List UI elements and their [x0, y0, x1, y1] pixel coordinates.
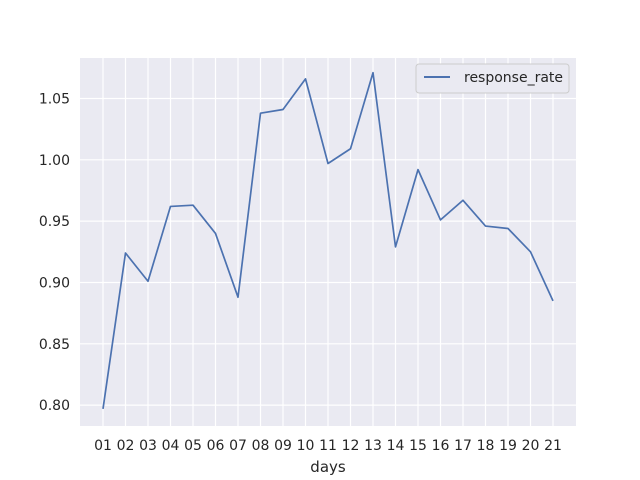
x-tick-label: 12: [342, 438, 360, 454]
x-tick-label: 14: [387, 438, 405, 454]
x-tick-label: 19: [499, 438, 517, 454]
x-tick-label: 20: [522, 438, 540, 454]
series-layer: [102, 71, 554, 409]
y-tick-label: 0.80: [39, 398, 70, 414]
y-tick-label: 0.95: [39, 214, 70, 230]
x-tick-label: 02: [117, 438, 135, 454]
x-tick-label: 21: [544, 438, 562, 454]
series-line-response_rate: [102, 71, 554, 409]
legend-label: response_rate: [464, 70, 563, 86]
x-tick-label: 06: [207, 438, 225, 454]
x-tick-label: 09: [274, 438, 292, 454]
y-axis-ticks: 0.80 0.85 0.90 0.95 1.00 1.05: [39, 91, 70, 414]
x-tick-label: 03: [139, 438, 157, 454]
x-tick-label: 04: [162, 438, 180, 454]
x-tick-label: 18: [477, 438, 495, 454]
y-tick-label: 0.85: [39, 337, 70, 353]
y-tick-label: 0.90: [39, 275, 70, 291]
x-tick-label: 15: [409, 438, 427, 454]
x-axis-ticks: 01 02 03 04 05 06 07 08 09 10 11 12 13 14 15 16 17 18 19 20…: [94, 438, 562, 454]
x-axis-label: days: [310, 458, 346, 476]
x-tick-label: 08: [252, 438, 270, 454]
y-tick-label: 1.05: [39, 91, 70, 107]
x-tick-label: 07: [229, 438, 247, 454]
x-tick-label: 11: [319, 438, 337, 454]
x-tick-label: 17: [454, 438, 472, 454]
y-tick-label: 1.00: [39, 153, 70, 169]
x-tick-label: 01: [94, 438, 112, 454]
x-tick-label: 16: [432, 438, 450, 454]
legend: response_rate: [415, 63, 570, 94]
legend-box: [415, 63, 570, 94]
x-tick-label: 10: [297, 438, 315, 454]
x-tick-label: 05: [184, 438, 202, 454]
grid: [80, 58, 576, 426]
x-tick-label: 13: [364, 438, 382, 454]
